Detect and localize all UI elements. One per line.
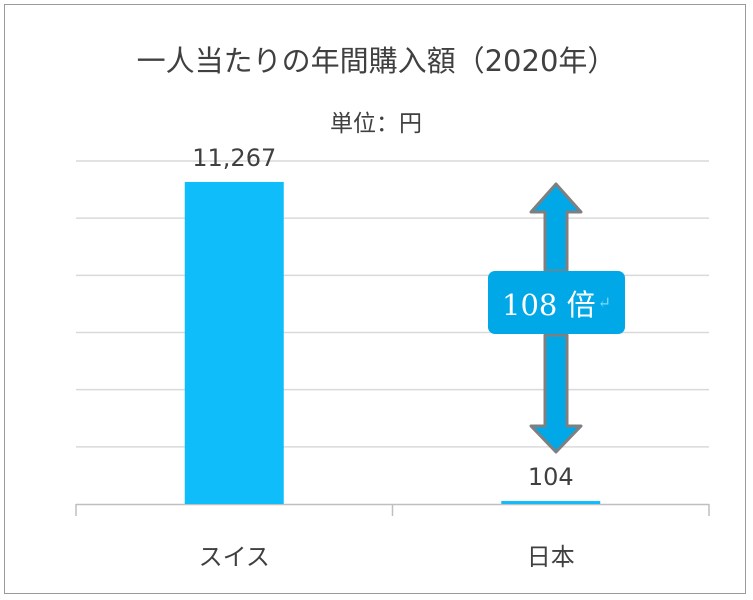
up-arrow	[529, 182, 583, 273]
category-labels: スイス 日本	[199, 543, 575, 571]
value-label-0: 11,267	[192, 144, 276, 172]
bars	[184, 181, 601, 504]
category-label-0: スイス	[199, 543, 270, 571]
unit-label: 単位：円	[330, 111, 422, 137]
multiplier-text: 108 倍	[502, 287, 596, 322]
x-axis	[75, 503, 710, 516]
value-label-1: 104	[528, 463, 574, 491]
chart-title: 一人当たりの年間購入額（2020年）	[136, 44, 617, 78]
multiplier-callout: 108 倍 ↵	[488, 271, 625, 334]
bar-0	[184, 181, 284, 504]
double-arrow-annotation	[529, 182, 583, 454]
category-label-1: 日本	[527, 543, 575, 571]
return-mark: ↵	[597, 293, 611, 312]
bar-1	[501, 501, 601, 504]
value-labels: 11,267 104	[192, 144, 573, 491]
down-arrow	[529, 333, 583, 454]
